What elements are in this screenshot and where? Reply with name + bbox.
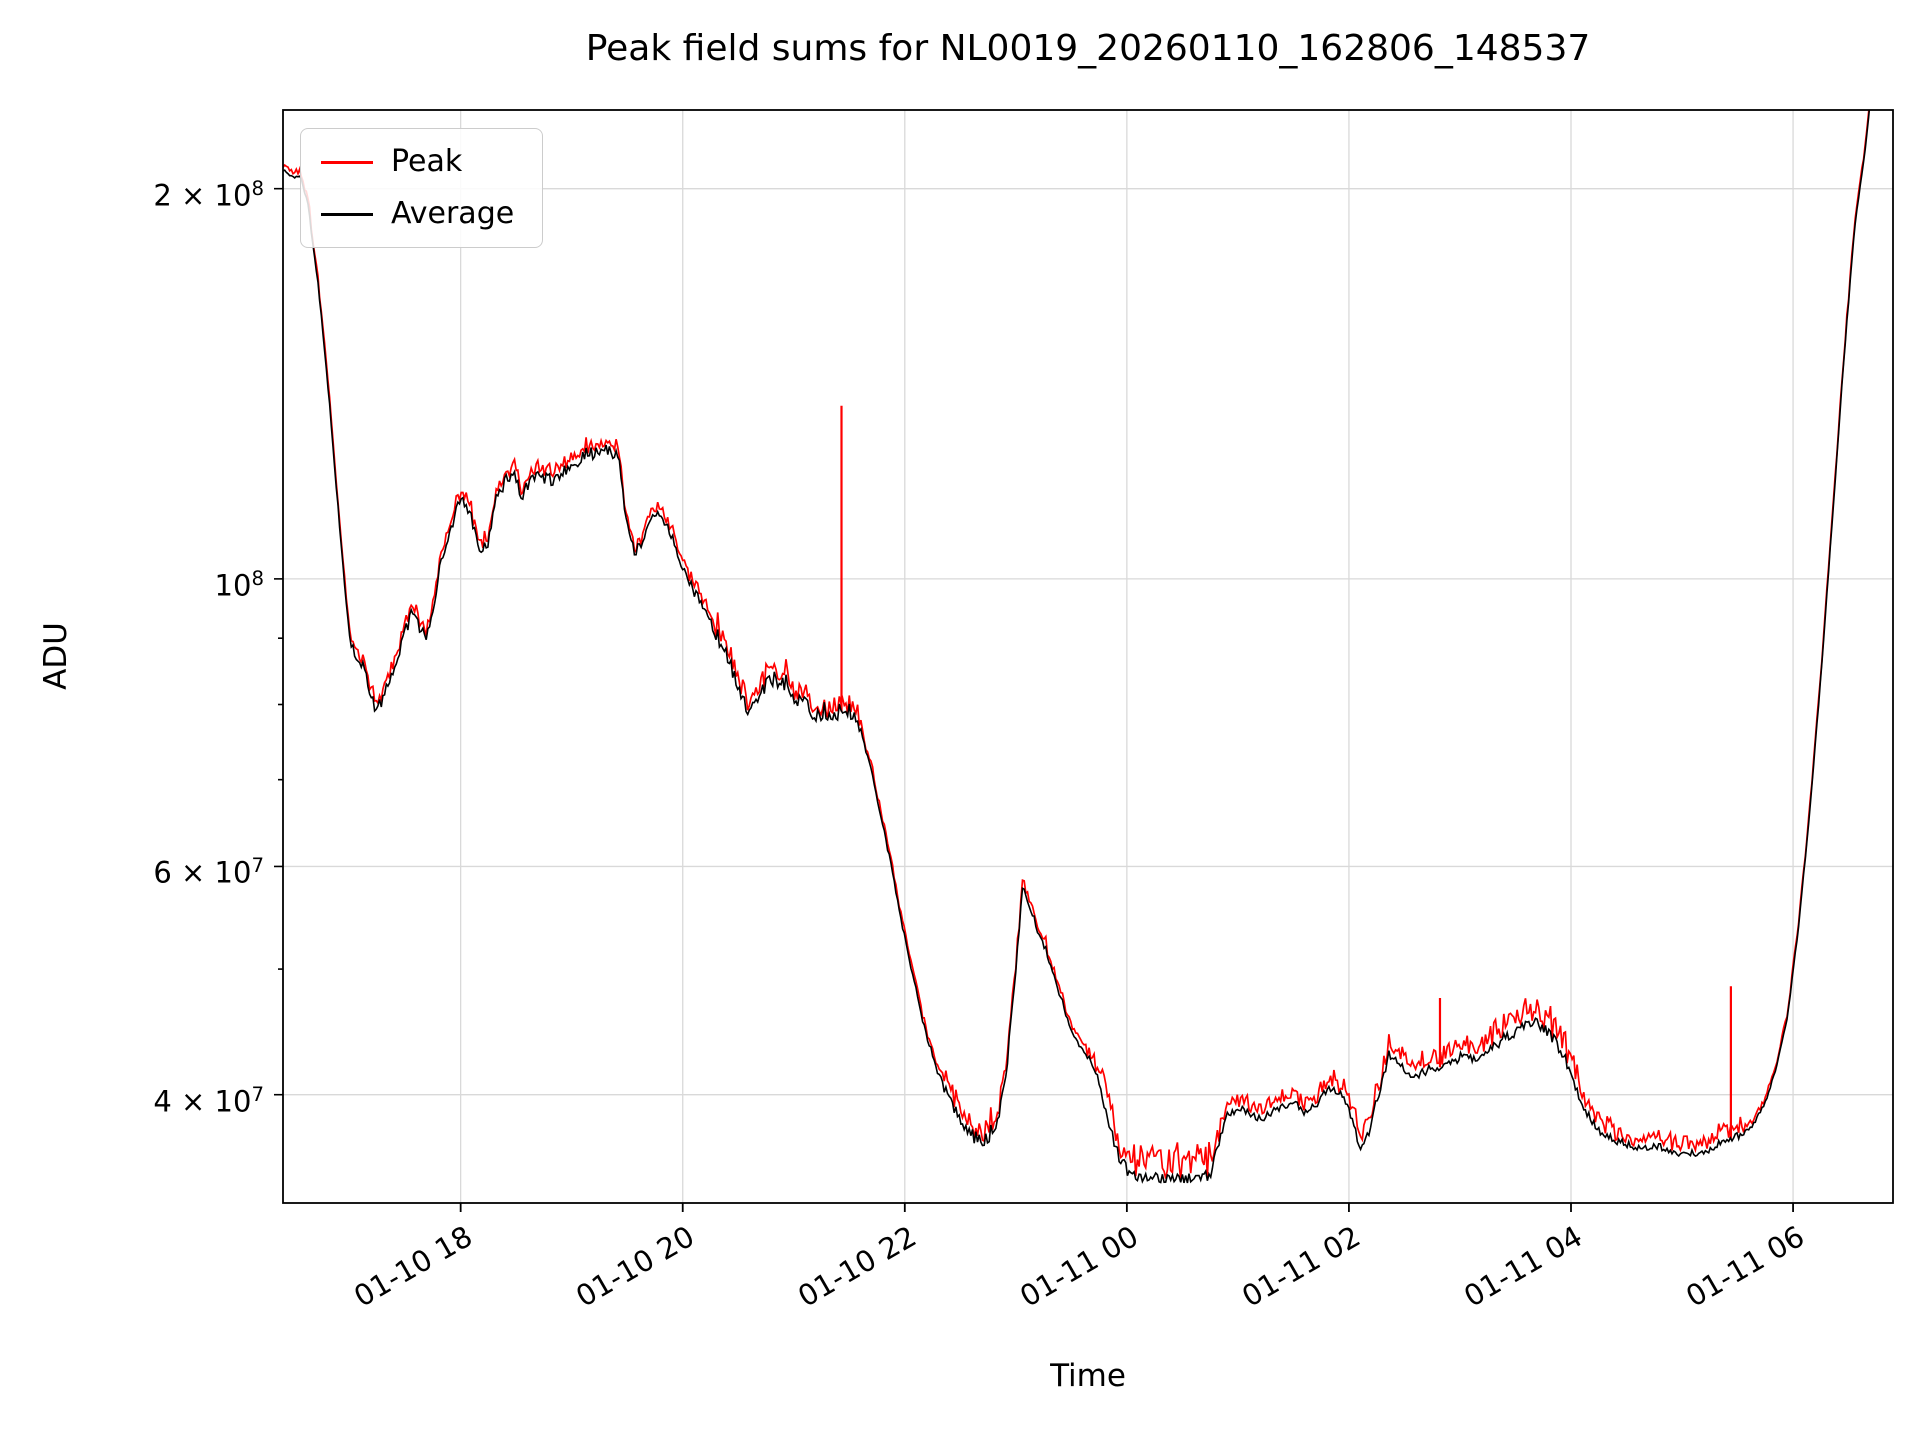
y-tick-label: 108 [214,566,264,603]
series-group [283,110,1871,1184]
y-tick-label: 4 × 107 [153,1082,264,1119]
average-series-line [283,110,1871,1184]
plot-border [282,109,1894,1204]
x-axis-label: Time [1050,1358,1126,1394]
legend-label-peak: Peak [391,144,463,179]
grid [283,110,1893,1203]
legend-item-average: Average [321,197,514,231]
average-line-swatch [321,212,373,216]
legend: Peak Average [300,128,544,248]
chart-title: Peak field sums for NL0019_20260110_1628… [585,28,1591,69]
y-axis-label: ADU [38,622,74,690]
peak-series-line [283,110,1870,1180]
peak-line-swatch [321,160,373,164]
y-tick-label: 2 × 108 [153,176,264,213]
tick-marks [274,187,1794,1212]
legend-label-average: Average [391,196,515,231]
legend-item-peak: Peak [321,145,514,179]
y-tick-label: 6 × 107 [153,854,264,891]
